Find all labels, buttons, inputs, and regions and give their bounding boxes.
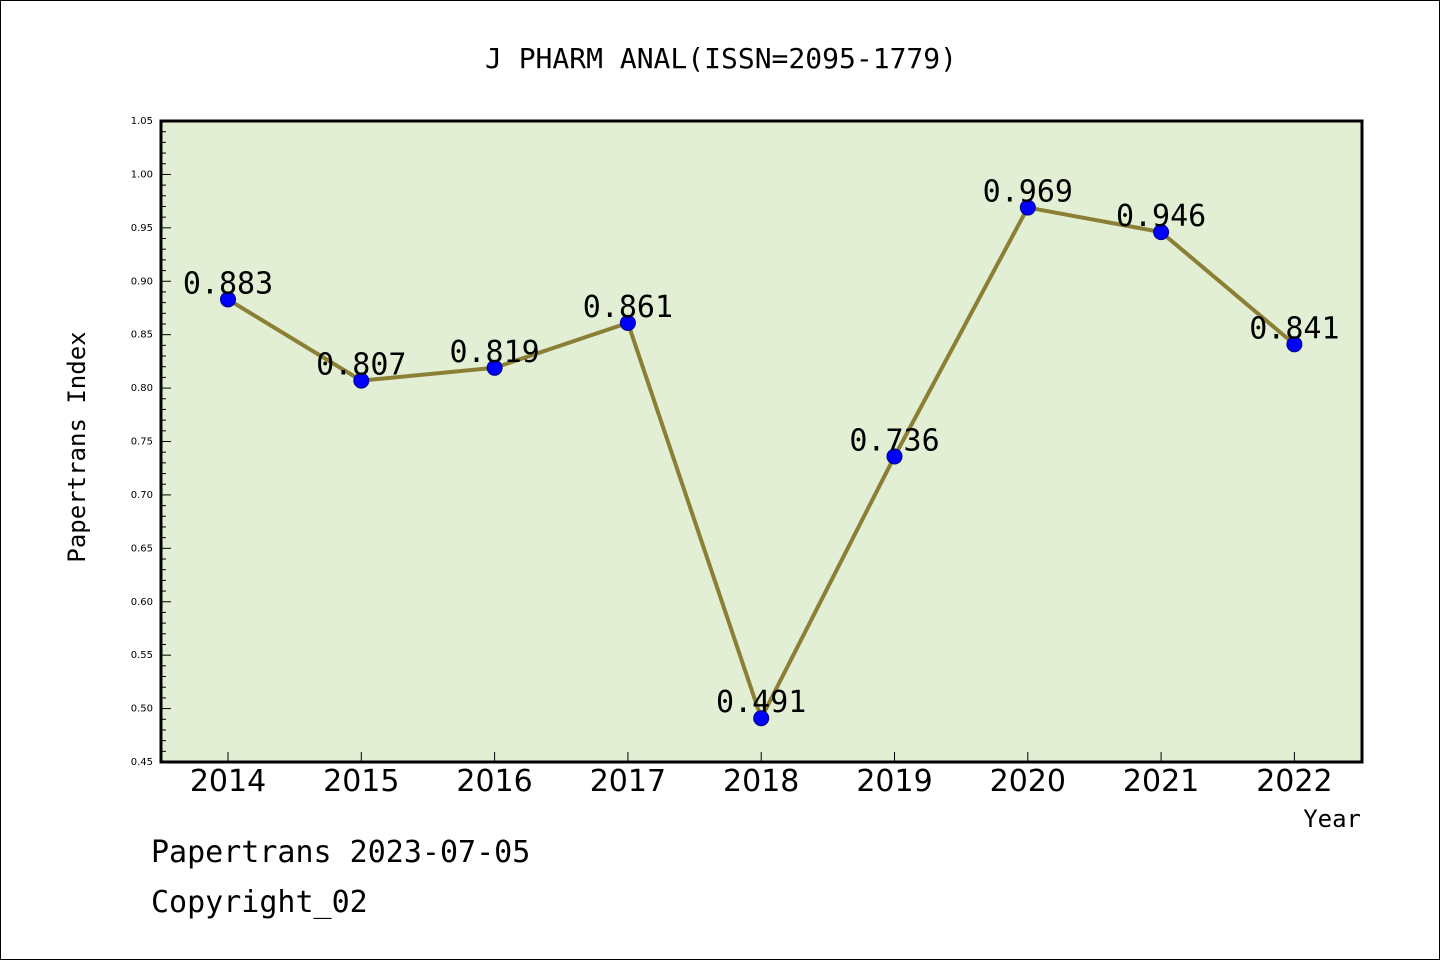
- data-point: [1019, 199, 1036, 216]
- x-axis-label: Year: [1303, 805, 1361, 833]
- y-axis-label: Papertrans Index: [63, 331, 91, 562]
- x-tick-label: 2019: [856, 764, 932, 799]
- y-tick-label: 0.70: [131, 490, 153, 501]
- plot-border: [159, 119, 1364, 764]
- x-tick-label: 2020: [990, 764, 1066, 799]
- data-point: [753, 710, 770, 727]
- data-label: 0.969: [983, 175, 1073, 210]
- y-tick-label: 0.65: [131, 543, 153, 554]
- x-tick-label: 2021: [1123, 764, 1199, 799]
- y-tick-label: 0.50: [131, 704, 153, 715]
- y-tick-label: 0.75: [131, 437, 153, 448]
- y-tick-label: 0.80: [131, 383, 153, 394]
- y-tick-label: 1.00: [131, 169, 153, 180]
- source-date-text: Papertrans 2023-07-05: [151, 835, 531, 870]
- x-tick-label: 2014: [190, 764, 266, 799]
- data-label: 0.841: [1249, 311, 1339, 346]
- y-tick-label: 1.05: [131, 116, 153, 127]
- x-tick-label: 2017: [590, 764, 666, 799]
- x-tick-label: 2016: [456, 764, 532, 799]
- data-label: 0.861: [583, 290, 673, 325]
- data-label: 0.491: [716, 685, 806, 720]
- plot-area: 0.45 0.50 0.55 0.60 0.65 0.70 0.75 0.80 0.85 0.90…: [131, 116, 1364, 799]
- data-point: [486, 359, 503, 376]
- data-label: 0.883: [183, 266, 273, 301]
- data-point: [886, 448, 903, 465]
- y-tick-label: 0.90: [131, 276, 153, 287]
- chart-title: J PHARM ANAL(ISSN=2095-1779): [485, 42, 957, 75]
- x-tick-label: 2018: [723, 764, 799, 799]
- data-point: [1286, 336, 1303, 353]
- data-label: 0.807: [316, 348, 406, 383]
- y-tick-label: 0.60: [131, 597, 153, 608]
- data-label: 0.736: [849, 423, 939, 458]
- data-label: 0.946: [1116, 199, 1206, 234]
- y-tick-label: 0.55: [131, 650, 153, 661]
- data-point: [220, 291, 236, 308]
- x-tick-label: 2022: [1256, 764, 1332, 799]
- data-point: [619, 314, 636, 331]
- y-tick-label: 0.45: [131, 757, 153, 768]
- y-tick-label: 0.85: [131, 330, 153, 341]
- data-point: [353, 372, 370, 389]
- x-tick-label: 2015: [323, 764, 399, 799]
- data-point: [1153, 224, 1170, 241]
- data-label: 0.819: [449, 335, 539, 370]
- y-tick-label: 0.95: [131, 223, 153, 234]
- copyright-text: Copyright_02: [151, 885, 368, 920]
